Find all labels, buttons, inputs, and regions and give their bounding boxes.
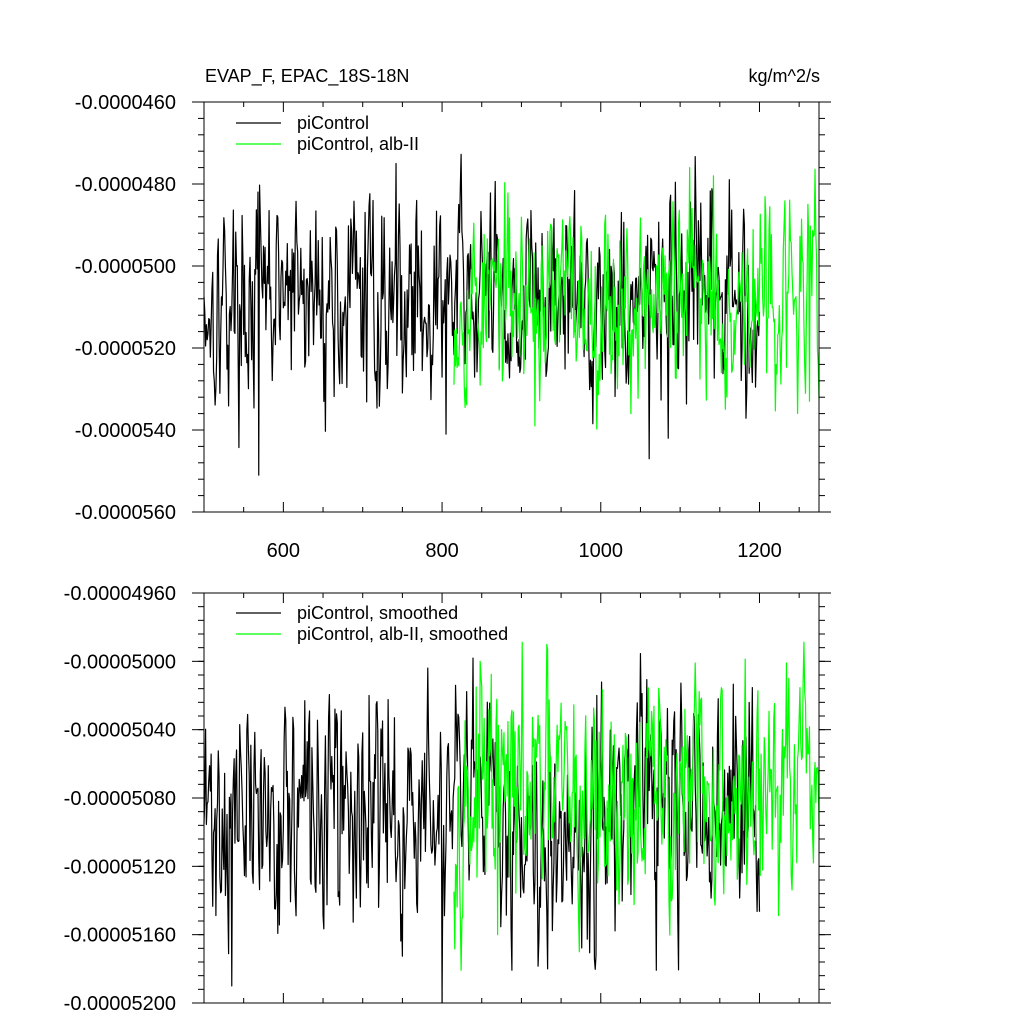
x-tick-label: 1000 [579, 540, 624, 562]
y-tick-label: -0.0000480 [75, 174, 176, 196]
axis-ticks [192, 592, 831, 1004]
series-lines [203, 153, 820, 476]
y-tick-label: -0.00005160 [64, 925, 176, 947]
y-tick-label: -0.0000460 [75, 92, 176, 114]
y-tick-label: -0.0000500 [75, 256, 176, 278]
x-tick-label: 600 [267, 540, 300, 562]
plot-frame [203, 101, 820, 513]
chart-title: EVAP_F, EPAC_18S-18N [205, 66, 409, 87]
x-tick-label: 1200 [737, 540, 782, 562]
axis-ticks [192, 101, 831, 513]
series-line-picontrol-alb-ii [453, 167, 820, 430]
y-tick-label: -0.00005200 [64, 993, 176, 1015]
series-line-picontrol-alb-ii [453, 641, 820, 971]
y-tick-label: -0.00005000 [64, 651, 176, 673]
series-lines [203, 641, 820, 1004]
units-label: kg/m^2/s [749, 66, 820, 86]
y-tick-label: -0.00005040 [64, 720, 176, 742]
legend-label: piControl, alb-II, smoothed [297, 624, 508, 644]
y-tick-label: -0.00004960 [64, 583, 176, 605]
y-tick-label: -0.0000560 [75, 502, 176, 524]
evap-panel-top: EVAP_F, EPAC_18S-18N kg/m^2/s -0.0000460… [75, 66, 831, 562]
x-tick-labels: 600 800 1000 1200 [267, 540, 782, 562]
legend-label: piControl, alb-II [297, 134, 419, 154]
y-tick-labels: -0.00004960 -0.00005000 -0.00005040 -0.0000… [64, 583, 176, 1015]
y-tick-label: -0.0000540 [75, 420, 176, 442]
legend: piControl piControl, alb-II [236, 113, 419, 154]
legend-label: piControl [297, 113, 369, 133]
x-tick-label: 800 [425, 540, 458, 562]
y-tick-label: -0.0000520 [75, 338, 176, 360]
legend: piControl, smoothed piControl, alb-II, s… [236, 603, 508, 644]
y-tick-labels: -0.0000460 -0.0000480 -0.0000500 -0.0000520… [75, 92, 176, 524]
plot-frame [203, 592, 820, 1004]
evap-panel-bottom: -0.00004960 -0.00005000 -0.00005040 -0.0000… [64, 583, 831, 1015]
legend-label: piControl, smoothed [297, 603, 458, 623]
y-tick-label: -0.00005080 [64, 788, 176, 810]
y-tick-label: -0.00005120 [64, 856, 176, 878]
